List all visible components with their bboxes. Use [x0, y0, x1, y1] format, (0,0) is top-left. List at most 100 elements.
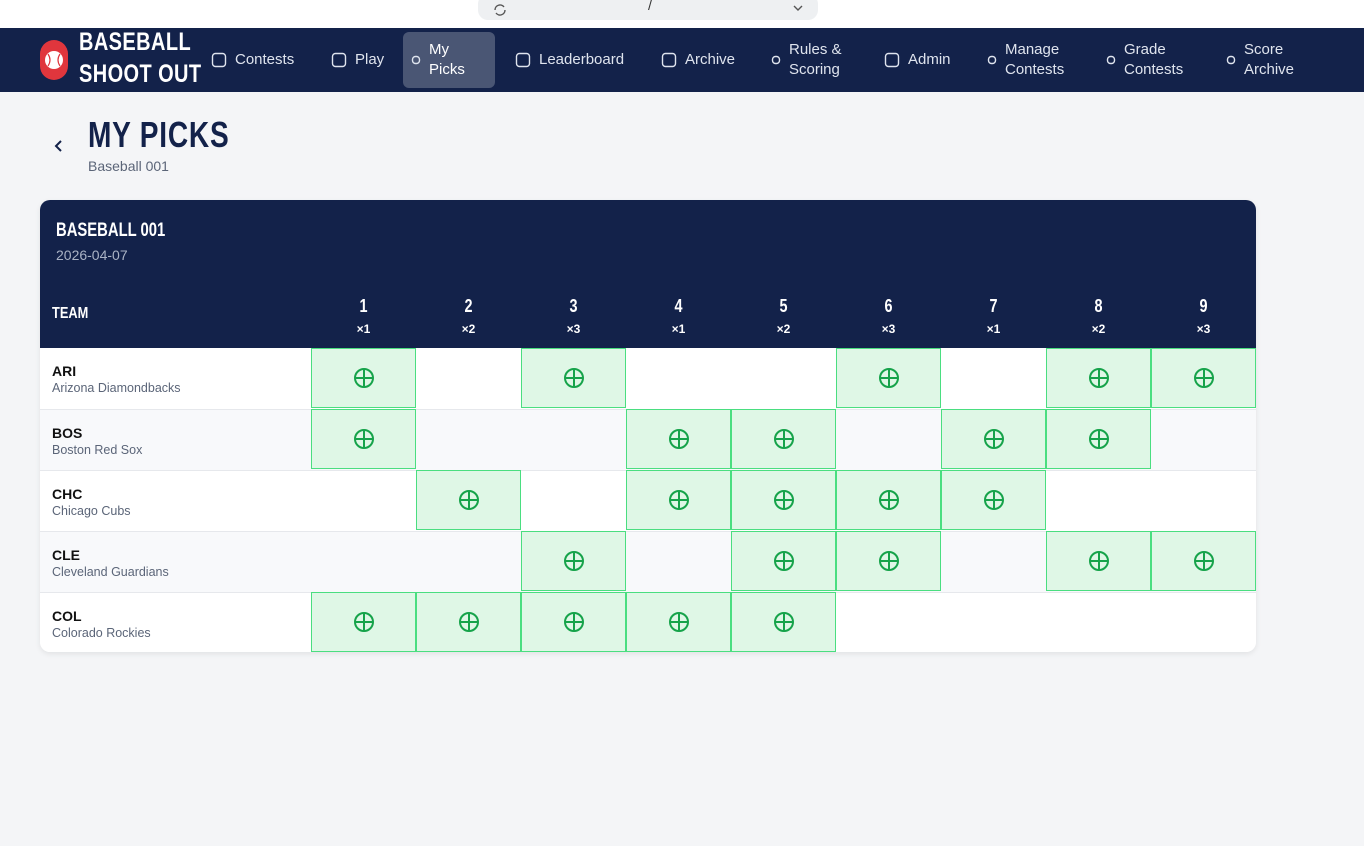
pick-cell[interactable] — [1046, 348, 1151, 408]
pick-cell[interactable] — [836, 348, 941, 408]
nav-item[interactable]: My Picks — [403, 32, 495, 88]
pick-cell[interactable] — [1046, 409, 1151, 469]
reload-icon[interactable] — [492, 3, 508, 17]
nav-label: Manage Contests — [1005, 41, 1065, 78]
column-number: 3 — [569, 296, 578, 316]
nav-item[interactable]: Rules & Scoring — [763, 32, 874, 88]
address-bar[interactable] — [478, 0, 818, 20]
pick-cell[interactable] — [521, 531, 626, 591]
pick-icon — [983, 490, 1004, 510]
pick-cell[interactable] — [626, 470, 731, 530]
page-subtitle: Baseball 001 — [88, 158, 169, 174]
team-name: Cleveland Guardians — [52, 565, 169, 579]
nav-item[interactable]: Contests — [203, 32, 304, 88]
pick-icon — [458, 490, 479, 510]
pick-cell[interactable] — [416, 470, 521, 530]
pick-icon — [563, 551, 584, 571]
nav-label: Rules & Scoring — [789, 41, 842, 78]
pick-cell[interactable] — [731, 470, 836, 530]
back-button[interactable] — [52, 138, 66, 154]
pick-cell[interactable] — [416, 592, 521, 652]
table-header: TEAM 1 ×1 2 ×2 3 ×3 4 ×1 5 ×2 6 ×3 7 ×1 8 ×2 9 ×3 — [40, 280, 1256, 348]
column-number: 4 — [674, 296, 683, 316]
picks-card: BASEBALL 001 2026-04-07 TEAM 1 ×1 2 ×2 3 ×3 4 ×… — [40, 200, 1256, 652]
pick-cell[interactable] — [311, 409, 416, 469]
team-name: Chicago Cubs — [52, 504, 131, 518]
column-multiplier: ×3 — [566, 322, 581, 336]
column-multiplier: ×1 — [356, 322, 371, 336]
pick-cell[interactable] — [1046, 531, 1151, 591]
column-multiplier: ×2 — [1091, 322, 1106, 336]
column-number: 9 — [1199, 296, 1208, 316]
nav-item[interactable]: Play — [323, 32, 394, 88]
pick-cell[interactable] — [626, 592, 731, 652]
team-abbr: ARI — [52, 363, 77, 379]
nav-label: My Picks — [429, 41, 465, 78]
pick-cell[interactable] — [836, 531, 941, 591]
pick-icon — [563, 368, 584, 388]
pick-cell[interactable] — [731, 531, 836, 591]
pick-cell[interactable] — [1151, 531, 1256, 591]
nav-item[interactable]: Grade Contests — [1098, 32, 1209, 88]
nav-item[interactable]: Score Archive — [1218, 32, 1329, 88]
pick-icon — [668, 429, 689, 449]
nav-label: Grade Contests — [1124, 41, 1184, 78]
pick-cell[interactable] — [731, 409, 836, 469]
nav-icon — [1106, 55, 1116, 65]
nav-icon — [661, 52, 677, 68]
logo-ball — [45, 51, 63, 69]
nav-item[interactable]: Archive — [653, 32, 745, 88]
pick-icon — [878, 490, 899, 510]
pick-cell[interactable] — [836, 470, 941, 530]
card-header: BASEBALL 001 2026-04-07 — [40, 200, 1256, 280]
nav-icon — [987, 55, 997, 65]
pick-cell[interactable] — [1151, 348, 1256, 408]
pick-cell[interactable] — [521, 348, 626, 408]
logo[interactable] — [40, 40, 68, 80]
pick-icon — [353, 429, 374, 449]
team-row: COL Colorado Rockies — [40, 592, 1256, 652]
pick-icon — [878, 368, 899, 388]
nav-item[interactable]: Manage Contests — [979, 32, 1090, 88]
pick-cell[interactable] — [311, 592, 416, 652]
pick-icon — [1088, 368, 1109, 388]
nav-icon — [211, 52, 227, 68]
team-row: CHC Chicago Cubs — [40, 470, 1256, 531]
pick-icon — [773, 490, 794, 510]
pick-cell[interactable] — [941, 470, 1046, 530]
dropdown-icon[interactable] — [792, 4, 804, 12]
column-multiplier: ×2 — [776, 322, 791, 336]
nav-icon — [331, 52, 347, 68]
card-date: 2026-04-07 — [56, 247, 128, 263]
pick-icon — [668, 490, 689, 510]
pick-cell[interactable] — [731, 592, 836, 652]
pick-cell[interactable] — [311, 348, 416, 408]
team-row: BOS Boston Red Sox — [40, 409, 1256, 470]
pick-icon — [353, 612, 374, 632]
url-text: / — [648, 0, 652, 13]
nav-label: Score Archive — [1244, 41, 1295, 78]
nav-item[interactable]: Admin — [876, 32, 961, 88]
pick-icon — [983, 429, 1004, 449]
nav-item[interactable]: Leaderboard — [507, 32, 634, 88]
column-number: 7 — [989, 296, 998, 316]
column-number: 2 — [464, 296, 473, 316]
nav-label: Play — [355, 51, 385, 68]
pick-icon — [1193, 551, 1214, 571]
pick-cell[interactable] — [521, 592, 626, 652]
team-name: Arizona Diamondbacks — [52, 381, 181, 395]
team-abbr: CLE — [52, 547, 80, 563]
team-name: Colorado Rockies — [52, 626, 151, 640]
pick-cell[interactable] — [941, 409, 1046, 469]
navbar — [0, 28, 1364, 92]
column-multiplier: ×1 — [986, 322, 1001, 336]
pick-icon — [773, 429, 794, 449]
nav-label: Contests — [235, 51, 295, 68]
pick-icon — [773, 551, 794, 571]
nav-icon — [515, 52, 531, 68]
team-header: TEAM — [52, 305, 89, 322]
nav-label: Admin — [908, 51, 951, 68]
pick-cell[interactable] — [626, 409, 731, 469]
column-number: 6 — [884, 296, 893, 316]
